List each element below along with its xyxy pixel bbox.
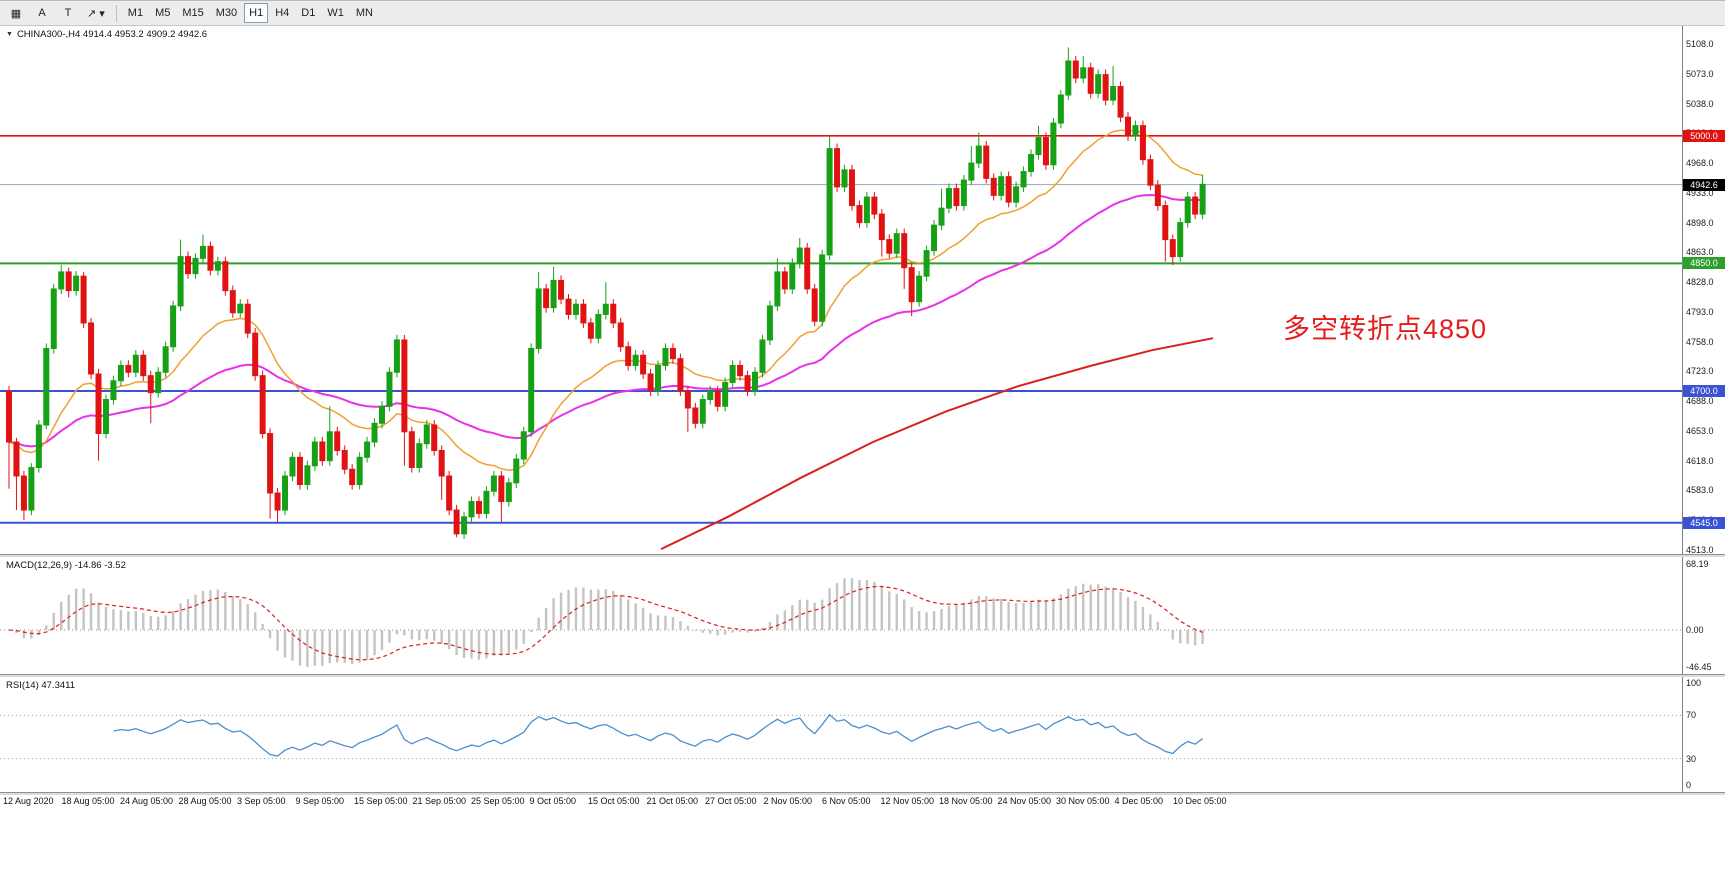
rsi-axis-label: 100: [1686, 678, 1702, 688]
macd-axis[interactable]: 68.19 0.00 -46.45: [1682, 557, 1725, 674]
time-axis-label: 24 Aug 05:00: [120, 796, 174, 806]
pane-divider[interactable]: [0, 674, 1725, 677]
time-axis-label: 28 Aug 05:00: [178, 796, 232, 806]
rsi-axis-label: 30: [1686, 753, 1697, 764]
time-axis-label: 6 Nov 05:00: [822, 796, 871, 806]
chart-header: ▼ CHINA300-,H4 4914.4 4953.2 4909.2 4942…: [6, 29, 207, 40]
time-axis-label: 10 Dec 05:00: [1173, 796, 1227, 806]
toolbar-tools-group: ▦ A T ↗ ▾: [3, 3, 111, 23]
time-axis-label: 12 Aug 2020: [3, 796, 54, 806]
time-axis-label: 9 Sep 05:00: [295, 796, 345, 806]
symbol-dropdown-icon[interactable]: ▼: [6, 31, 13, 38]
price-line-badge: 5000.0: [1683, 129, 1725, 142]
time-axis-label: 15 Sep 05:00: [354, 796, 408, 806]
time-axis-label: 15 Oct 05:00: [588, 796, 640, 806]
time-axis-label: 21 Sep 05:00: [412, 796, 467, 806]
price-axis-label: 5073.0: [1686, 68, 1714, 79]
time-axis-label: 25 Sep 05:00: [471, 796, 525, 806]
rsi-pane: RSI(14) 47.3411 100 70 30 0: [0, 677, 1725, 792]
current-price-badge: 4942.6: [1683, 178, 1725, 191]
price-axis-label: 4828.0: [1686, 277, 1714, 288]
rsi-axis-label: 0: [1686, 780, 1692, 790]
toolbar-separator: [115, 4, 117, 22]
price-axis-label: 4653.0: [1686, 425, 1714, 436]
price-axis-label: 4618.0: [1686, 455, 1714, 466]
macd-axis-label: 0.00: [1686, 625, 1704, 635]
price-line-badge: 4850.0: [1683, 257, 1725, 270]
toolbar: ▦ A T ↗ ▾ M1 M5 M15 M30 H1 H4 D1 W1 MN: [0, 1, 1725, 26]
price-line-badge: 4545.0: [1683, 516, 1725, 529]
timeframe-switcher: M1 M5 M15 M30 H1 H4 D1 W1 MN: [122, 3, 379, 23]
rsi-axis[interactable]: 100 70 30 0: [1682, 677, 1725, 792]
time-axis-label: 27 Oct 05:00: [705, 796, 757, 806]
time-axis-label: 18 Nov 05:00: [939, 796, 993, 806]
chart-ohlc-header: CHINA300-,H4 4914.4 4953.2 4909.2 4942.6: [16, 29, 208, 40]
time-axis-label: 30 Nov 05:00: [1056, 796, 1110, 806]
price-axis-label: 4583.0: [1686, 485, 1714, 496]
pane-divider[interactable]: [0, 554, 1725, 557]
macd-axis-label: 68.19: [1686, 559, 1709, 569]
price-axis-label: 5038.0: [1686, 98, 1714, 109]
candlestick-chart[interactable]: [0, 26, 1682, 554]
timeframe-m15-button[interactable]: M15: [182, 7, 204, 19]
price-axis-label: 4898.0: [1686, 217, 1714, 228]
price-axis-label: 4758.0: [1686, 336, 1714, 347]
time-axis-label: 2 Nov 05:00: [763, 796, 813, 806]
timeframe-m30-button[interactable]: M30: [215, 7, 238, 19]
price-axis-label: 4968.0: [1686, 158, 1714, 169]
chart-annotation: 多空转折点4850: [1283, 314, 1488, 344]
timeframe-mn-button[interactable]: MN: [355, 7, 373, 19]
time-axis-label: 4 Dec 05:00: [1114, 796, 1164, 806]
macd-axis-label: -46.45: [1686, 662, 1712, 672]
pattern-grid-icon[interactable]: ▦: [10, 7, 22, 20]
pane-divider: [0, 792, 1725, 795]
timeframe-h4-button[interactable]: H4: [275, 7, 290, 19]
timeframe-h1-button[interactable]: H1: [244, 3, 269, 23]
rsi-axis-label: 70: [1686, 710, 1697, 721]
price-line-badge: 4700.0: [1683, 384, 1725, 397]
arrow-tool[interactable]: ↗ ▾: [87, 7, 105, 20]
price-pane: ▼ CHINA300-,H4 4914.4 4953.2 4909.2 4942…: [0, 26, 1725, 555]
time-axis-label: 21 Oct 05:00: [646, 796, 699, 806]
price-axis-label: 4723.0: [1686, 366, 1714, 377]
timeframe-w1-button[interactable]: W1: [327, 7, 344, 19]
time-axis-label: 18 Aug 05:00: [61, 796, 115, 806]
price-axis-label: 4933.0: [1686, 187, 1714, 198]
timeframe-d1-button[interactable]: D1: [301, 7, 316, 19]
time-axis-label: 12 Nov 05:00: [880, 796, 935, 806]
price-axis-label: 4793.0: [1686, 306, 1714, 317]
text-tool[interactable]: T: [64, 7, 72, 19]
macd-plot[interactable]: [0, 557, 1682, 674]
time-axis-label: 24 Nov 05:00: [997, 796, 1052, 806]
time-axis[interactable]: 12 Aug 2020 18 Aug 05:00 24 Aug 05:00 28 Au…: [0, 794, 1725, 811]
macd-header: MACD(12,26,9) -14.86 -3.52: [6, 560, 126, 571]
time-axis-label: 3 Sep 05:00: [237, 796, 286, 806]
cursor-a-tool[interactable]: A: [38, 7, 46, 19]
macd-pane: MACD(12,26,9) -14.86 -3.52 68.19 0.00 -46.…: [0, 557, 1725, 674]
rsi-header: RSI(14) 47.3411: [6, 680, 76, 691]
price-axis[interactable]: 5108.05073.05038.05003.04968.04933.04898…: [1682, 26, 1725, 555]
price-axis-label: 5108.0: [1686, 39, 1714, 49]
timeframe-m1-button[interactable]: M1: [127, 7, 144, 19]
price-axis-label: 4688.0: [1686, 396, 1714, 407]
rsi-plot[interactable]: [0, 677, 1682, 792]
time-axis-label: 9 Oct 05:00: [529, 796, 577, 806]
timeframe-m5-button[interactable]: M5: [155, 7, 171, 19]
price-axis-label: 4863.0: [1686, 247, 1714, 258]
price-axis-label: 4513.0: [1686, 545, 1714, 555]
